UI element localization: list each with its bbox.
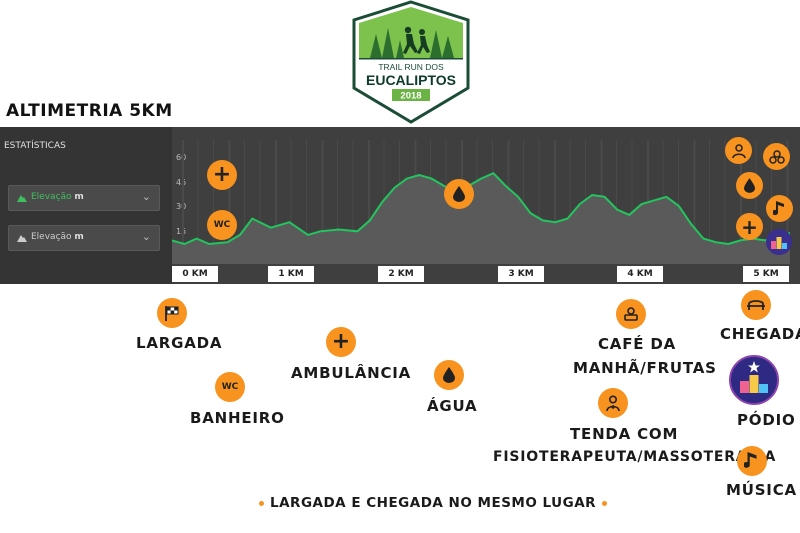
background-stripe: [523, 140, 524, 264]
footer-note: LARGADA E CHEGADA NO MESMO LUGAR: [253, 495, 613, 511]
dropdown-2-label: Elevação: [31, 232, 72, 242]
legend-tenda-line1: TENDA COM: [570, 425, 679, 443]
chevron-down-icon: ⌄: [141, 190, 151, 203]
x-label-0km: 0 KM: [172, 266, 218, 282]
background-stripe: [213, 140, 214, 264]
x-label-4km: 4 KM: [617, 266, 663, 282]
background-stripe: [275, 140, 277, 264]
legend-cafe-line1: CAFÉ DA: [598, 335, 676, 353]
logo-line2: EUCALIPTOS: [366, 72, 456, 88]
background-stripe: [352, 140, 354, 264]
legend-banheiro: BANHEIRO: [190, 409, 285, 427]
legend-agua: ÁGUA: [427, 397, 478, 415]
start-flag-icon: [157, 298, 187, 328]
background-stripe: [693, 140, 696, 264]
legend-tenda-line2: FISIOTERAPEUTA/MASSOTERAPIA: [493, 449, 777, 465]
mountain-icon: [17, 195, 27, 202]
logo-year: 2018: [400, 91, 421, 102]
x-label-1km: 1 KM: [268, 266, 314, 282]
y-tick-30: 30: [176, 202, 187, 211]
background-stripe: [244, 140, 245, 264]
y-tick-60: 60: [176, 153, 187, 162]
elevation-line: [172, 172, 791, 246]
bullet-dot: [259, 500, 264, 506]
ambulance-marker-icon-2: +: [736, 213, 763, 240]
legend-chegada: CHEGADA: [720, 325, 800, 343]
music-icon: [737, 446, 767, 476]
background-stripe: [678, 140, 679, 264]
background-stripe: [709, 140, 710, 264]
background-stripe: [740, 140, 742, 264]
podium-icon: [729, 355, 779, 405]
trail-run-logo: TRAIL RUN DOS EUCALIPTOS 2018: [352, 0, 470, 124]
legend-ambulancia: AMBULÂNCIA: [291, 364, 412, 382]
elevation-dropdown-1[interactable]: Elevação m ⌄: [8, 185, 160, 211]
elevation-chart: [172, 140, 791, 264]
ambulance-icon: +: [326, 327, 356, 357]
elevation-dropdown-2[interactable]: Elevação m ⌄: [8, 225, 160, 251]
x-label-5km: 5 KM: [743, 266, 789, 282]
water-drop-marker-icon: [444, 179, 474, 209]
background-stripe: [616, 140, 617, 264]
mountain-icon: [17, 235, 27, 242]
x-label-2km: 2 KM: [378, 266, 424, 282]
background-stripe: [306, 140, 307, 264]
elevation-area: [172, 173, 790, 264]
wc-icon: WC: [215, 372, 245, 402]
background-stripe: [368, 140, 370, 264]
finish-line-icon: [741, 290, 771, 320]
stats-label: ESTATÍSTICAS: [4, 141, 66, 151]
podium-marker-icon: [766, 229, 792, 255]
legend-podio: PÓDIO: [737, 411, 796, 429]
legend-cafe-line2: MANHÃ/FRUTAS: [573, 359, 717, 377]
y-tick-15: 15: [176, 227, 187, 236]
page-title: ALTIMETRIA 5KM: [6, 101, 173, 121]
physio-tent-icon: [598, 388, 628, 418]
background-stripe: [182, 140, 184, 264]
bullet-dot: [602, 500, 608, 506]
background-stripe: [569, 140, 571, 264]
background-stripe: [755, 140, 757, 264]
background-stripe: [290, 140, 292, 264]
background-stripe: [321, 140, 324, 264]
legend-musica: MÚSICA: [726, 481, 797, 499]
background-stripe: [631, 140, 633, 264]
physio-tent-marker-icon: [725, 137, 752, 164]
music-marker-icon: [766, 195, 793, 222]
background-stripe: [197, 140, 199, 264]
background-stripe: [337, 140, 338, 264]
background-stripe: [538, 140, 540, 264]
chevron-down-icon: ⌄: [141, 230, 151, 243]
ambulance-marker-icon: +: [207, 160, 237, 190]
background-stripe: [228, 140, 231, 264]
background-stripe: [259, 140, 261, 264]
breakfast-marker-icon: [763, 143, 790, 170]
dropdown-1-label: Elevação: [31, 192, 72, 202]
background-stripe: [554, 140, 556, 264]
logo-line1: TRAIL RUN DOS: [378, 62, 444, 72]
footer-text: LARGADA E CHEGADA NO MESMO LUGAR: [270, 495, 597, 511]
x-label-3km: 3 KM: [498, 266, 544, 282]
y-tick-45: 45: [176, 178, 187, 187]
dropdown-2-unit: m: [74, 232, 84, 242]
breakfast-icon: [616, 299, 646, 329]
legend-largada: LARGADA: [136, 334, 223, 352]
dropdown-1-unit: m: [74, 192, 84, 202]
water-drop-marker-icon-2: [736, 172, 763, 199]
water-drop-icon: [434, 360, 464, 390]
background-stripe: [724, 140, 726, 264]
wc-marker-icon: WC: [207, 210, 237, 240]
